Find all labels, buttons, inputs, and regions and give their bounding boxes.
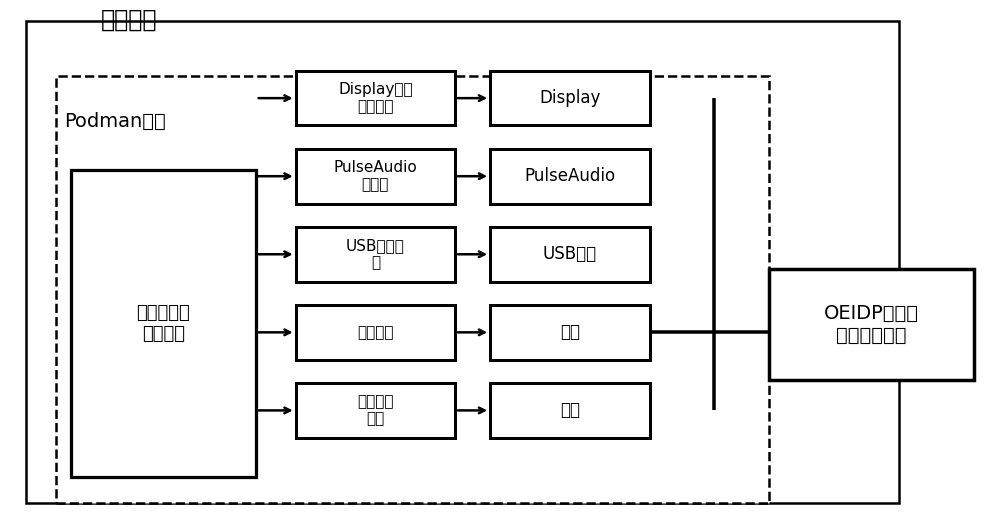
Bar [490, 149, 650, 204]
Text: 网卡透传: 网卡透传 [357, 325, 394, 340]
Bar [296, 71, 455, 125]
Text: USB外设: USB外设 [543, 245, 597, 263]
Bar [490, 227, 650, 281]
Bar [490, 383, 650, 438]
Bar [71, 170, 256, 477]
Text: Podman容器: Podman容器 [64, 112, 166, 131]
Text: USB外设代
理: USB外设代 理 [346, 238, 405, 270]
Text: Display并行
优化处理: Display并行 优化处理 [338, 82, 413, 114]
Text: 工作目录
挂载: 工作目录 挂载 [357, 394, 394, 427]
Text: Display: Display [539, 89, 600, 107]
Bar [296, 383, 455, 438]
Bar [296, 227, 455, 281]
Bar [490, 305, 650, 360]
Bar [26, 22, 899, 503]
Text: 磁盘: 磁盘 [560, 402, 580, 419]
Bar [56, 76, 769, 503]
Text: PulseAudio: PulseAudio [524, 167, 615, 185]
Bar [490, 71, 650, 125]
Bar [296, 305, 455, 360]
Text: OEIDP虚拟化
桌面云服务器: OEIDP虚拟化 桌面云服务器 [824, 304, 919, 345]
Text: PulseAudio
客户端: PulseAudio 客户端 [333, 160, 417, 192]
Text: 网卡: 网卡 [560, 323, 580, 341]
Bar [769, 269, 974, 381]
Text: 桌面云终端
图形程序: 桌面云终端 图形程序 [137, 304, 190, 343]
Text: 计算终端: 计算终端 [101, 8, 158, 32]
Bar [296, 149, 455, 204]
